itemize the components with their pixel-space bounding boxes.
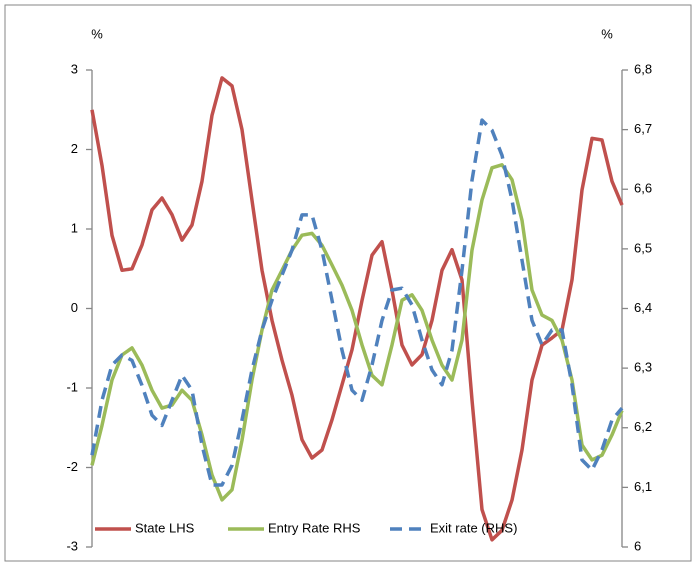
y-tick-label: 2 <box>71 141 78 156</box>
legend-label: Entry Rate RHS <box>268 520 361 535</box>
y2-tick-label: 6 <box>634 538 641 553</box>
legend-label: State LHS <box>135 520 195 535</box>
y-tick-label: 1 <box>71 220 78 235</box>
y2-tick-label: 6,6 <box>634 181 652 196</box>
y2-tick-label: 6,8 <box>634 61 652 76</box>
y-axis-label: % <box>91 26 103 41</box>
y-tick-label: -1 <box>66 379 78 394</box>
y-tick-label: 0 <box>71 300 78 315</box>
series-line <box>90 163 624 502</box>
y2-tick-label: 6,5 <box>634 240 652 255</box>
legend-label: Exit rate (RHS) <box>430 520 517 535</box>
y-tick-label: -2 <box>66 459 78 474</box>
y2-tick-label: 6,4 <box>634 300 652 315</box>
y-tick-label: 3 <box>71 61 78 76</box>
y2-tick-label: 6,2 <box>634 419 652 434</box>
y-tick-label: -3 <box>66 538 78 553</box>
y2-tick-label: 6,7 <box>634 121 652 136</box>
y2-tick-label: 6,3 <box>634 360 652 375</box>
chart-frame <box>4 4 692 562</box>
series-line <box>90 118 624 487</box>
y2-axis-label: % <box>601 26 613 41</box>
y2-tick-label: 6,1 <box>634 479 652 494</box>
